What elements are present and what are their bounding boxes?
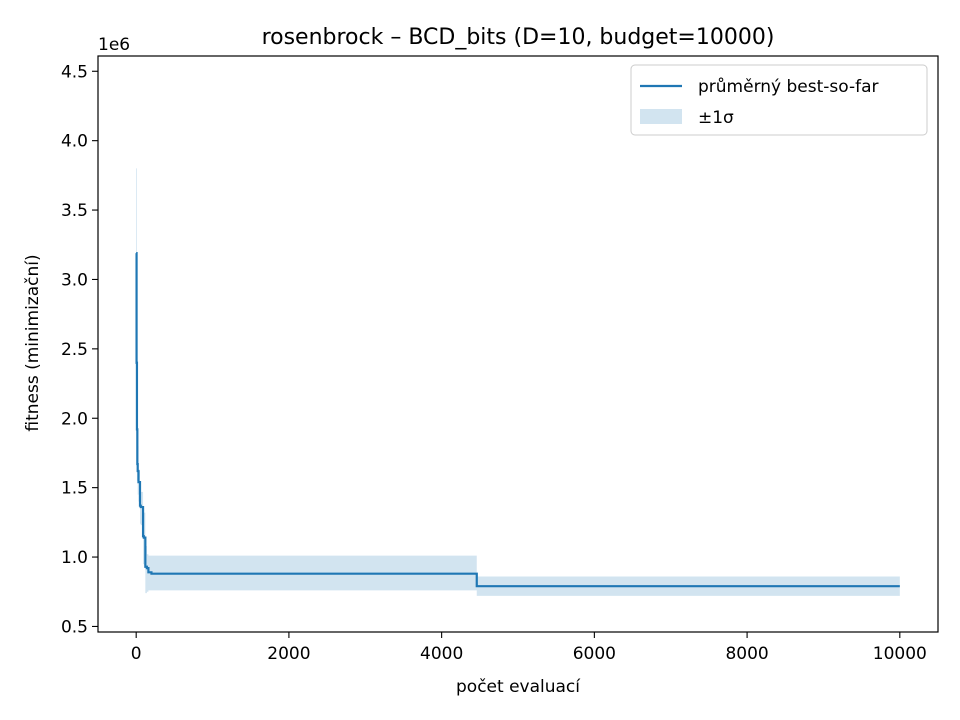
series-line-mean-best-so-far [135,251,900,588]
y-tick-label: 4.5 [61,62,88,82]
x-tick-label: 10000 [873,644,927,664]
x-axis-label: počet evaluací [456,677,581,697]
axes: 0 2000 4000 6000 8000 10000 0.5 1.0 1.5 2.0 2.5 3.0… [61,55,939,664]
legend-box [630,64,928,136]
y-tick-label: 3.5 [61,201,88,221]
y-tick-label: 2.5 [61,340,88,360]
y-tick-label: 4.0 [61,132,88,152]
y-axis-scale-label: 1e6 [98,35,130,55]
chart-title: rosenbrock – BCD_bits (D=10, budget=1000… [262,25,775,50]
x-tick-label: 4000 [420,644,463,664]
y-tick-label: 1.5 [61,479,88,499]
y-tick-label: 2.0 [61,409,88,429]
legend-label-mean: průměrný best-so-far [698,77,879,97]
legend-label-band: ±1σ [698,108,734,128]
y-tick-label: 0.5 [61,617,88,637]
x-tick-label: 8000 [725,644,768,664]
y-tick-label: 3.0 [61,270,88,290]
x-tick-label: 0 [131,644,142,664]
y-axis-label: fitness (minimizační) [23,254,43,431]
y-tick-label: 1.0 [61,548,88,568]
x-tick-label: 2000 [267,644,310,664]
legend: průměrný best-so-far ±1σ [630,64,928,136]
legend-band-swatch [640,109,682,124]
plot-area [135,168,900,596]
x-tick-label: 6000 [573,644,616,664]
axes-frame [97,55,939,633]
